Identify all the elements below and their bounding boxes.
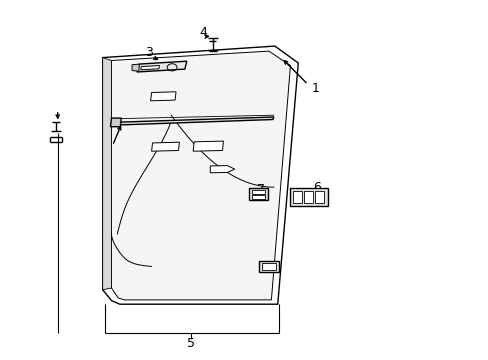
FancyBboxPatch shape [258,261,279,272]
Polygon shape [102,46,298,304]
Text: 6: 6 [312,181,320,194]
Polygon shape [102,58,111,290]
Polygon shape [210,166,234,173]
FancyBboxPatch shape [292,191,302,202]
FancyBboxPatch shape [314,191,324,202]
FancyBboxPatch shape [290,188,327,206]
Text: 7: 7 [256,183,264,195]
Text: 5: 5 [186,337,194,350]
FancyBboxPatch shape [252,189,265,194]
FancyBboxPatch shape [252,194,265,199]
Polygon shape [137,61,186,72]
Polygon shape [111,51,290,300]
FancyBboxPatch shape [262,263,275,270]
Polygon shape [110,117,273,125]
Polygon shape [193,141,223,151]
Text: 2: 2 [101,138,109,150]
FancyBboxPatch shape [248,188,268,200]
Polygon shape [141,66,159,70]
Polygon shape [150,92,176,101]
Polygon shape [110,118,121,127]
FancyBboxPatch shape [304,191,313,202]
Polygon shape [132,64,139,71]
Text: 1: 1 [311,82,319,95]
Text: 4: 4 [199,26,206,39]
Text: 3: 3 [145,46,153,59]
Polygon shape [151,142,179,151]
